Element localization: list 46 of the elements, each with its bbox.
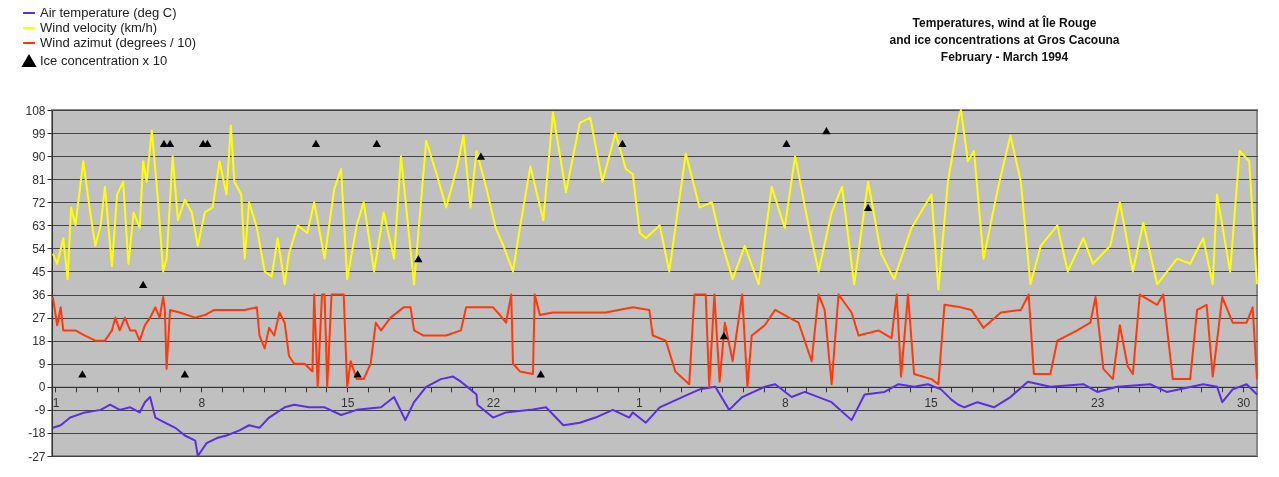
y-tick-label: 27 (32, 311, 46, 326)
point (476, 152, 486, 160)
x-tick-label: 1 (636, 396, 644, 411)
point (822, 126, 831, 135)
y-tick-label: 9 (38, 357, 46, 372)
x-tick-label: 15 (340, 396, 355, 411)
line-series (51, 375, 1258, 457)
chart-title: Temperatures, wind at Île Rouge and ice concentrations at Gros Cacouna February - March 1994 (889, 15, 1120, 64)
y-tick-label: 108 (25, 103, 46, 118)
y-tick-label: 45 (32, 264, 46, 279)
y-tick-label: 36 (32, 288, 46, 303)
point (414, 255, 423, 263)
point (353, 370, 362, 378)
x-tick-label: 8 (198, 396, 206, 411)
x-tick-label: 30 (1236, 396, 1251, 411)
point (618, 139, 627, 147)
point (863, 203, 873, 212)
point (782, 139, 791, 147)
y-tick-label: -18 (28, 426, 46, 441)
x-tick-label: 15 (924, 396, 939, 411)
y-tick-label: -9 (34, 403, 46, 418)
point (719, 331, 729, 340)
point (138, 280, 148, 288)
point (311, 139, 321, 147)
y-tick-label: 72 (32, 195, 46, 210)
y-tick-label: 63 (32, 218, 46, 233)
x-tick-label: 22 (486, 396, 501, 411)
point (372, 139, 381, 147)
x-tick-label: 1 (52, 396, 60, 411)
point (536, 370, 545, 378)
x-tick-label: 8 (781, 396, 789, 411)
y-tick-label: 90 (32, 149, 46, 164)
line-series (51, 109, 1258, 291)
y-tick-label: 54 (32, 241, 46, 256)
y-tick-label: 99 (32, 126, 46, 141)
y-tick-label: -27 (28, 449, 46, 464)
point (180, 370, 190, 378)
legend-label: Air temperature (deg C) (40, 5, 177, 20)
legend-label: Ice concentration x 10 (40, 53, 168, 68)
y-tick-label: 81 (32, 172, 46, 187)
y-tick-label: 0 (38, 380, 46, 395)
y-tick-label: 18 (32, 334, 46, 349)
x-tick-label: 23 (1091, 396, 1105, 411)
legend-label: Wind velocity (km/h) (40, 20, 158, 35)
point (78, 370, 87, 378)
legend-label: Wind azimut (degrees / 10) (40, 35, 197, 50)
